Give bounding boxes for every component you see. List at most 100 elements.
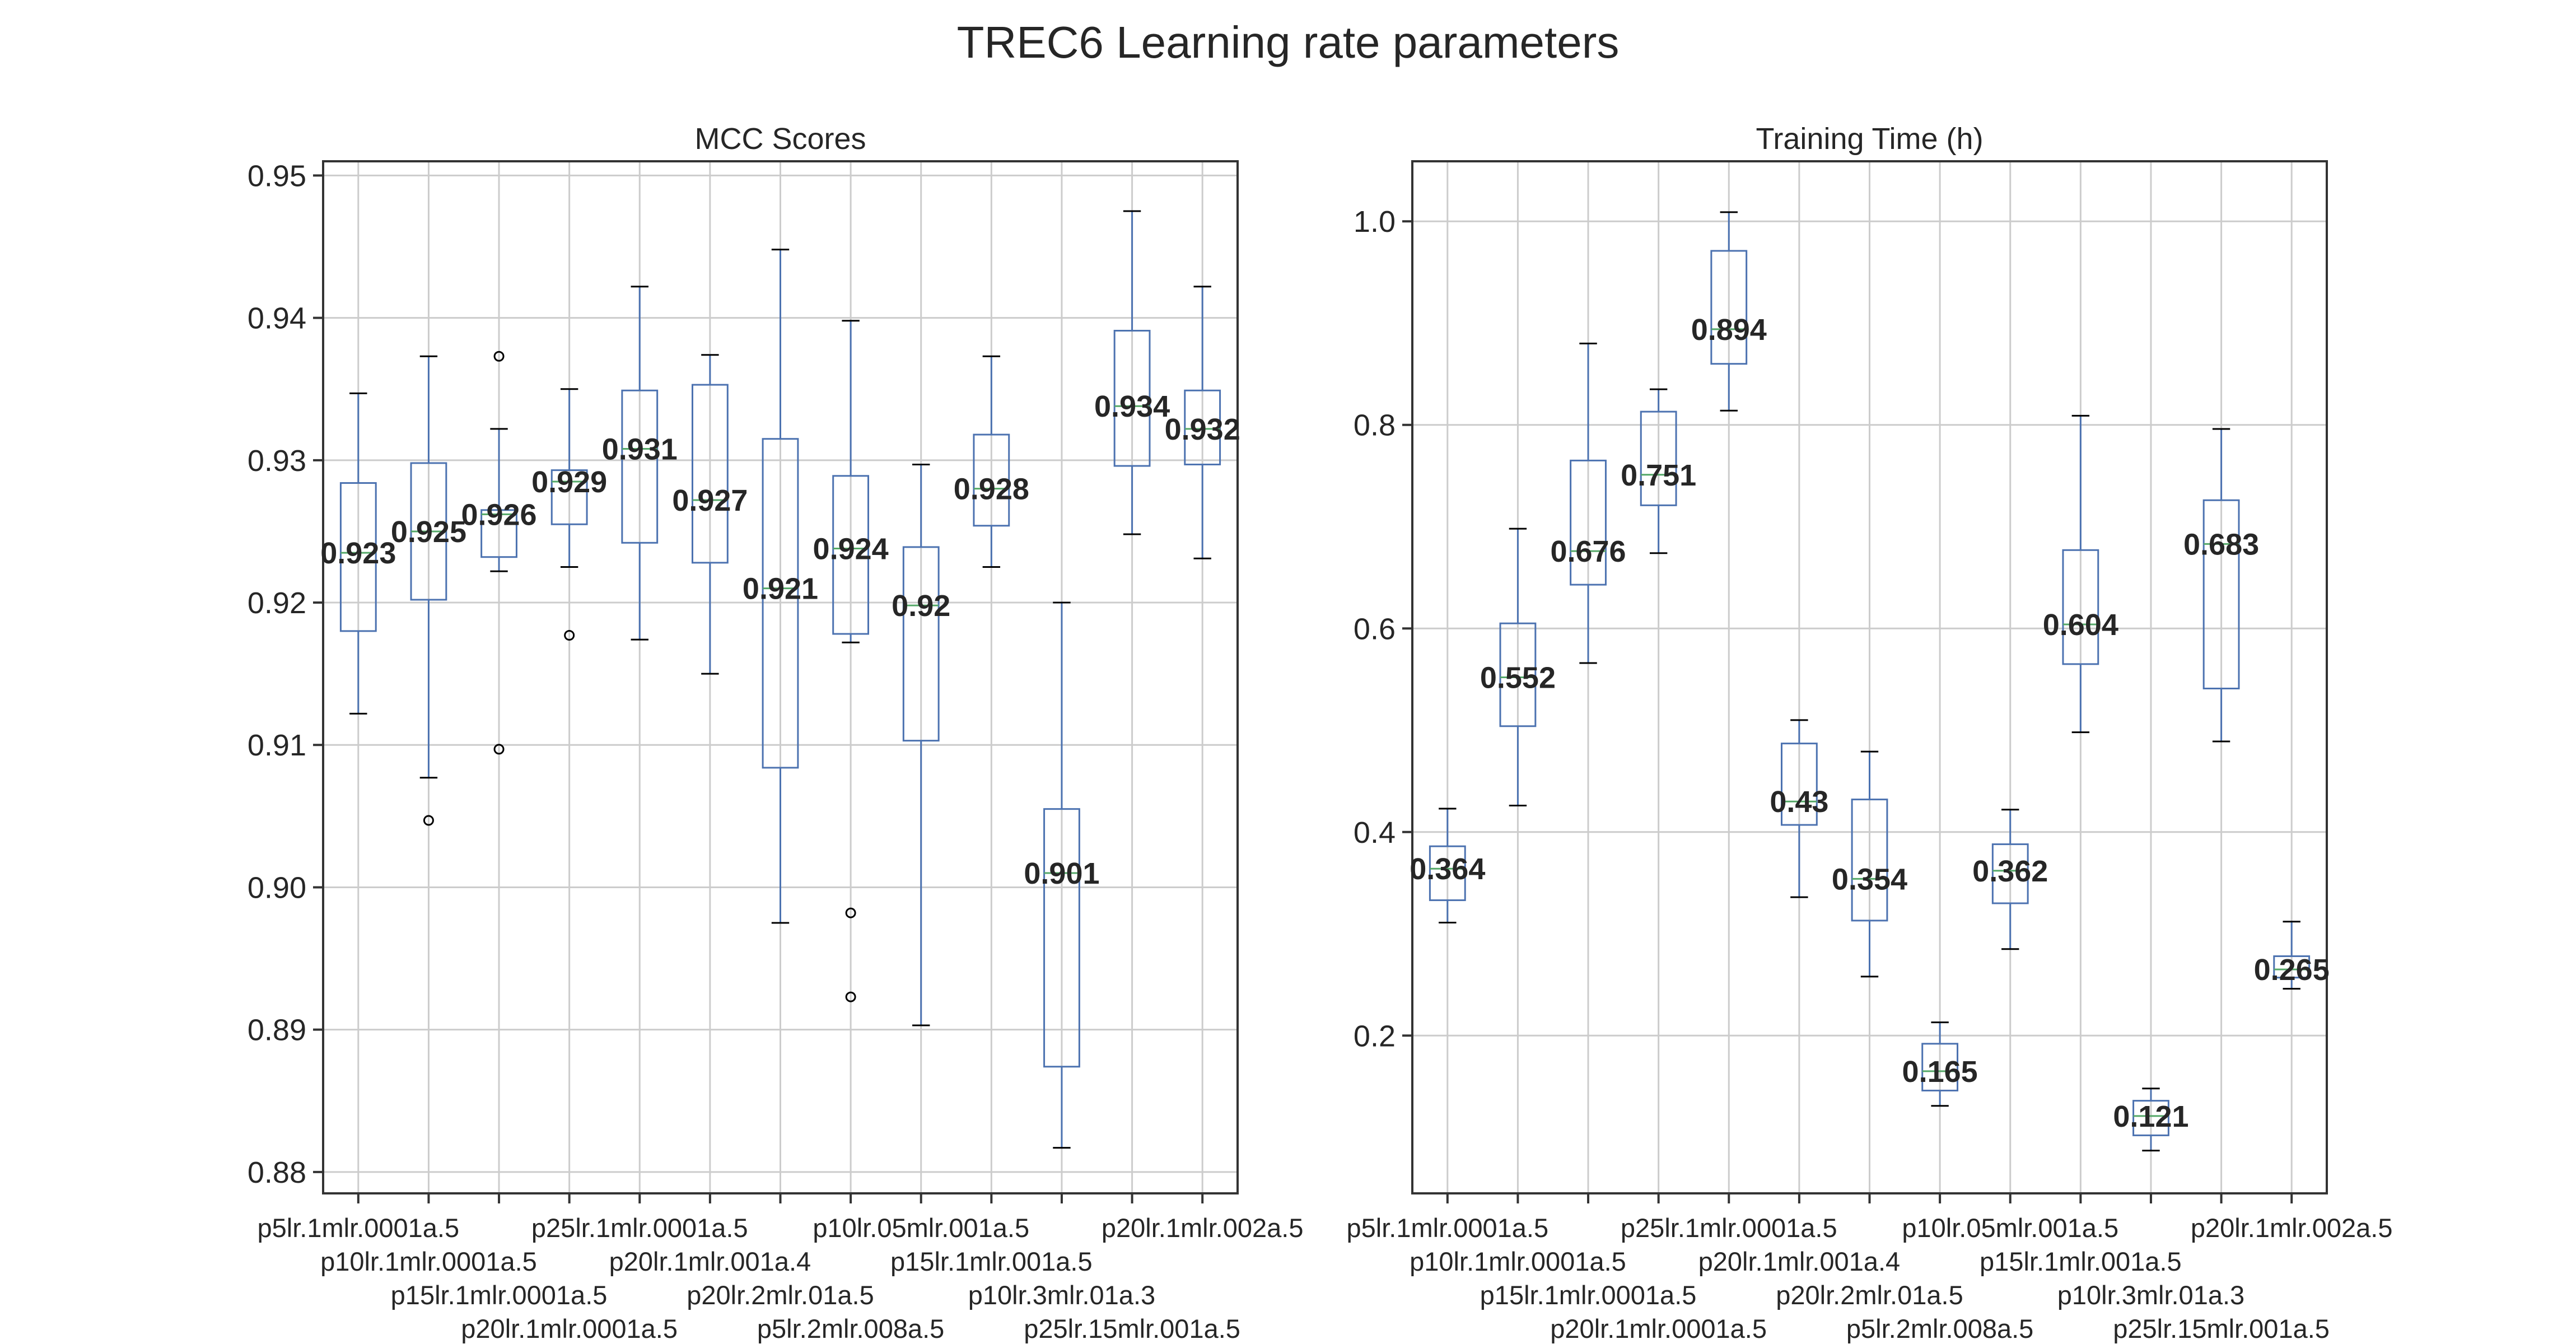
- box-body: [691, 384, 729, 564]
- x-tick-label: p20lr.1mlr.002a.5: [2191, 1213, 2393, 1243]
- box-body: [1921, 1043, 1959, 1091]
- median-label: 0.676: [1550, 535, 1626, 568]
- box-body: [1184, 389, 1221, 465]
- median-label: 0.362: [1972, 855, 2048, 888]
- box-10: 0.604: [2043, 414, 2118, 734]
- x-tick-label: p5lr.2mlr.008a.5: [1846, 1314, 2033, 1343]
- x-tick-label: p10lr.05mlr.001a.5: [1902, 1213, 2118, 1243]
- outlier-point: [493, 744, 505, 755]
- median-label: 0.931: [602, 432, 678, 466]
- median-label: 0.924: [813, 532, 889, 566]
- median-label: 0.121: [2113, 1100, 2188, 1133]
- x-tick-label: p20lr.1mlr.001a.4: [609, 1247, 811, 1276]
- median-label: 0.552: [1480, 661, 1556, 695]
- x-tick-label: p20lr.2mlr.01a.5: [1776, 1280, 1963, 1310]
- x-tick-label: p10lr.3mlr.01a.3: [2057, 1280, 2244, 1310]
- box-8: 0.165: [1902, 1021, 1978, 1107]
- x-tick-label: p15lr.1mlr.0001a.5: [1480, 1280, 1697, 1310]
- box-body: [2202, 499, 2240, 689]
- median-label: 0.604: [2043, 608, 2118, 642]
- box-body: [2132, 1100, 2169, 1136]
- x-tick-label: p10lr.05mlr.001a.5: [813, 1213, 1029, 1243]
- box-body: [762, 438, 799, 769]
- median-label: 0.364: [1410, 852, 1485, 886]
- y-tick-label: 0.4: [1354, 816, 1396, 850]
- box-12: 0.683: [2183, 428, 2259, 743]
- box-body: [339, 482, 377, 632]
- x-tick-label: p10lr.1mlr.0001a.5: [1410, 1247, 1626, 1276]
- box-body: [1429, 845, 1466, 902]
- x-tick-label: p20lr.2mlr.01a.5: [687, 1280, 874, 1310]
- x-tick-label: p25lr.15mlr.001a.5: [2113, 1314, 2330, 1343]
- box-1: 0.923: [320, 392, 396, 715]
- x-tick-label: p5lr.1mlr.0001a.5: [258, 1213, 460, 1243]
- figure-title: TREC6 Learning rate parameters: [957, 17, 1620, 67]
- box-13: 0.265: [2254, 921, 2330, 990]
- chart-panels: MCC Scores 0.88 0.89 0.90 0.91 0.92 0.93 0.94 0.…: [248, 122, 2393, 1343]
- box-4: 0.751: [1621, 388, 1696, 554]
- y-tick-label: 0.95: [248, 159, 306, 193]
- y-tick-label: 1.0: [1354, 205, 1396, 239]
- box-body: [1991, 843, 2029, 904]
- box-5: 0.931: [602, 286, 678, 641]
- box-11: 0.121: [2113, 1088, 2189, 1152]
- median-label: 0.928: [954, 473, 1029, 506]
- box-body: [1043, 808, 1080, 1068]
- outlier-point: [845, 907, 856, 918]
- chart-panel-1: MCC Scores 0.88 0.89 0.90 0.91 0.92 0.93 0.94 0.…: [248, 122, 1304, 1343]
- y-tick-label: 0.89: [248, 1014, 306, 1047]
- x-tick-label: p20lr.1mlr.002a.5: [1102, 1213, 1304, 1243]
- median-label: 0.165: [1902, 1055, 1978, 1089]
- y-tick-label: 0.6: [1354, 612, 1396, 646]
- y-tick-label: 0.91: [248, 729, 306, 762]
- box-body: [832, 475, 870, 635]
- box-2: 0.552: [1480, 528, 1556, 807]
- box-body: [1851, 799, 1888, 922]
- box-body: [2062, 549, 2099, 665]
- box-9: 0.92: [892, 463, 950, 1026]
- median-label: 0.932: [1165, 413, 1240, 446]
- outlier-point: [423, 815, 434, 826]
- y-tick-label: 0.94: [248, 302, 306, 335]
- box-body: [480, 509, 517, 558]
- chart-panel-2: Training Time (h) 0.2 0.4 0.6 0.8 1.0 p5lr.1ml…: [1347, 122, 2393, 1343]
- box-4: 0.929: [531, 388, 607, 641]
- box-body: [1113, 330, 1151, 467]
- median-label: 0.683: [2183, 528, 2259, 561]
- median-label: 0.894: [1691, 313, 1767, 347]
- median-label: 0.92: [892, 589, 950, 623]
- x-tick-label: p5lr.1mlr.0001a.5: [1347, 1213, 1549, 1243]
- y-tick-label: 0.93: [248, 444, 306, 478]
- box-body: [973, 433, 1010, 527]
- x-tick-label: p20lr.1mlr.001a.4: [1698, 1247, 1901, 1276]
- y-tick-label: 0.90: [248, 871, 306, 904]
- median-label: 0.901: [1024, 857, 1099, 890]
- y-tick-label: 0.2: [1354, 1019, 1396, 1053]
- median-label: 0.926: [461, 498, 536, 531]
- y-tick-label: 0.8: [1354, 409, 1396, 442]
- box-7: 0.921: [743, 249, 818, 924]
- box-3: 0.676: [1550, 342, 1626, 664]
- x-tick-label: p20lr.1mlr.0001a.5: [461, 1314, 678, 1343]
- box-body: [902, 546, 940, 742]
- box-body: [1570, 459, 1607, 586]
- x-tick-label: p25lr.1mlr.0001a.5: [531, 1213, 748, 1243]
- box-body: [1640, 410, 1677, 506]
- x-tick-label: p10lr.3mlr.01a.3: [968, 1280, 1155, 1310]
- box-6: 0.927: [672, 354, 748, 675]
- box-8: 0.924: [813, 320, 889, 1002]
- median-label: 0.923: [320, 536, 396, 570]
- box-5: 0.894: [1691, 211, 1767, 412]
- box-body: [1710, 250, 1748, 365]
- median-label: 0.265: [2254, 953, 2330, 987]
- median-label: 0.751: [1621, 459, 1696, 492]
- x-tick-label: p10lr.1mlr.0001a.5: [320, 1247, 537, 1276]
- x-tick-label: p25lr.1mlr.0001a.5: [1621, 1213, 1837, 1243]
- x-tick-label: p15lr.1mlr.001a.5: [1980, 1247, 2182, 1276]
- median-label: 0.921: [743, 572, 818, 606]
- median-label: 0.927: [672, 484, 748, 517]
- box-body: [1499, 622, 1537, 727]
- y-tick-label: 0.88: [248, 1156, 306, 1189]
- box-body: [2273, 955, 2311, 979]
